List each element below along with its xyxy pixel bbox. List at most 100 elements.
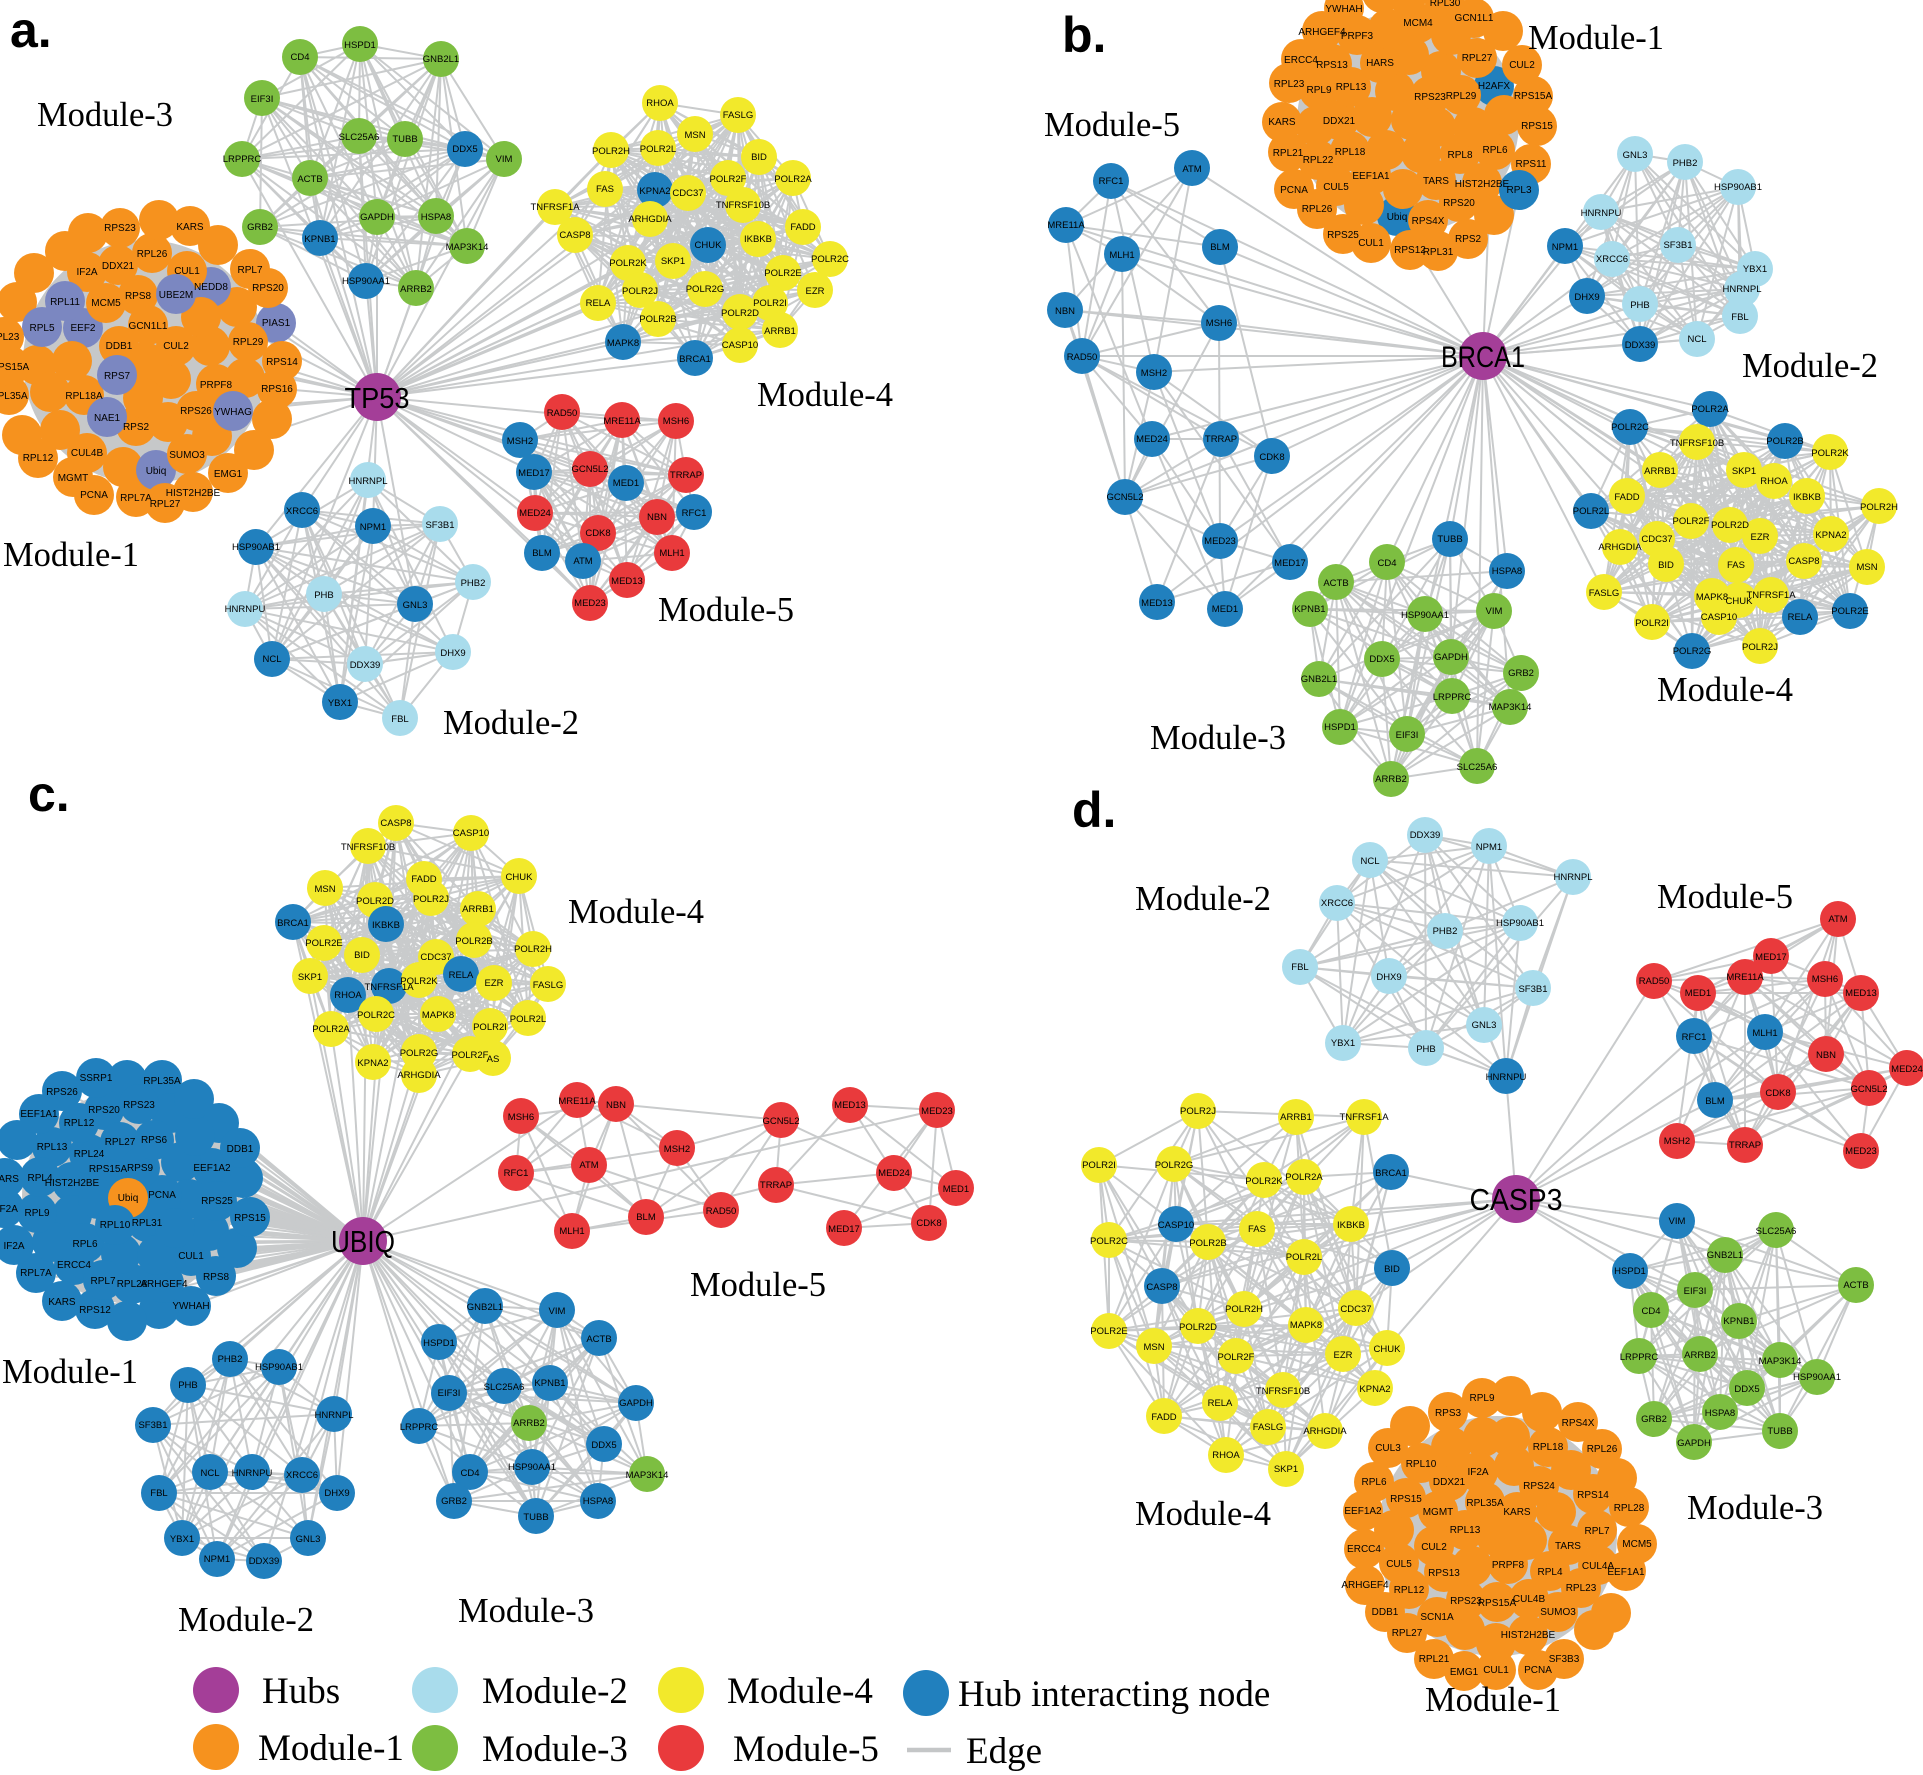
svg-text:CHUK: CHUK	[506, 872, 534, 883]
svg-text:RELA: RELA	[449, 970, 474, 981]
svg-text:SF3B1: SF3B1	[1663, 240, 1692, 251]
svg-text:FADD: FADD	[1614, 492, 1639, 503]
svg-text:MED23: MED23	[574, 598, 606, 609]
svg-text:EEF1A1: EEF1A1	[1607, 1567, 1645, 1578]
svg-text:Module-3: Module-3	[458, 1592, 594, 1630]
svg-text:RPL35A: RPL35A	[0, 391, 28, 402]
svg-text:DDX21: DDX21	[1323, 116, 1356, 127]
svg-text:GAPDH: GAPDH	[360, 212, 394, 223]
svg-text:RPL18: RPL18	[1533, 1442, 1564, 1453]
svg-text:TP53: TP53	[345, 383, 410, 415]
svg-text:GCN1L1: GCN1L1	[129, 321, 168, 332]
svg-text:CD4: CD4	[290, 52, 309, 63]
svg-text:POLR2C: POLR2C	[357, 1010, 395, 1021]
svg-text:BLM: BLM	[532, 548, 552, 559]
svg-text:TUBB: TUBB	[1767, 1426, 1792, 1437]
svg-text:CDK8: CDK8	[1765, 1088, 1790, 1099]
svg-text:POLR2E: POLR2E	[1831, 606, 1869, 617]
svg-text:DDX21: DDX21	[1433, 1477, 1466, 1488]
svg-text:RPS25: RPS25	[1327, 230, 1359, 241]
svg-text:CUL1: CUL1	[1483, 1665, 1509, 1676]
svg-text:CDC37: CDC37	[1340, 1304, 1371, 1315]
svg-text:RAD50: RAD50	[1067, 352, 1098, 363]
svg-text:EIF3I: EIF3I	[1684, 1286, 1707, 1297]
svg-text:POLR2A: POLR2A	[1691, 404, 1729, 415]
svg-text:FAS: FAS	[1727, 560, 1745, 571]
svg-text:MGMT: MGMT	[1423, 1507, 1454, 1518]
svg-text:MED23: MED23	[1845, 1146, 1877, 1157]
svg-text:CDC37: CDC37	[420, 952, 451, 963]
svg-text:RPL6: RPL6	[72, 1239, 97, 1250]
svg-text:HSPD1: HSPD1	[1324, 722, 1356, 733]
svg-text:RAD50: RAD50	[706, 1206, 737, 1217]
svg-text:CASP8: CASP8	[380, 818, 411, 829]
svg-text:BID: BID	[1658, 560, 1674, 571]
svg-text:POLR2C: POLR2C	[1090, 1236, 1128, 1247]
svg-text:RPL12: RPL12	[23, 453, 54, 464]
svg-text:LRPPRC: LRPPRC	[1620, 1352, 1659, 1363]
svg-text:DHX9: DHX9	[1574, 292, 1599, 303]
svg-text:ARHGDIA: ARHGDIA	[1598, 542, 1642, 553]
svg-text:Module-1: Module-1	[1425, 1681, 1561, 1719]
svg-text:CUL2: CUL2	[163, 341, 189, 352]
svg-text:RPS20: RPS20	[88, 1105, 120, 1116]
svg-text:MAPK8: MAPK8	[607, 338, 639, 349]
svg-text:Module-4: Module-4	[1135, 1495, 1271, 1533]
svg-text:MED13: MED13	[611, 576, 643, 587]
svg-text:RPL7A: RPL7A	[120, 493, 152, 504]
svg-text:Module-2: Module-2	[1135, 880, 1271, 918]
svg-text:BLM: BLM	[1705, 1096, 1725, 1107]
svg-text:b.: b.	[1062, 7, 1106, 63]
svg-text:EMG1: EMG1	[1450, 1667, 1479, 1678]
svg-text:POLR2C: POLR2C	[1611, 422, 1649, 433]
svg-text:RPL13: RPL13	[1336, 82, 1367, 93]
svg-text:DDB1: DDB1	[106, 341, 133, 352]
svg-text:RHOA: RHOA	[1760, 476, 1788, 487]
svg-text:IKBKB: IKBKB	[744, 234, 772, 245]
svg-text:PRPF8: PRPF8	[1492, 1560, 1525, 1571]
svg-text:CHUK: CHUK	[695, 240, 723, 251]
svg-text:NCL: NCL	[200, 1468, 219, 1479]
svg-text:CD4: CD4	[460, 1468, 479, 1479]
svg-text:POLR2A: POLR2A	[1285, 1172, 1323, 1183]
svg-text:ARHGEF4: ARHGEF4	[1298, 27, 1346, 38]
svg-text:RPL6: RPL6	[1482, 145, 1507, 156]
svg-text:POLR2D: POLR2D	[1711, 520, 1749, 531]
svg-text:SF3B1: SF3B1	[425, 520, 454, 531]
svg-text:EZR: EZR	[806, 286, 825, 297]
svg-text:MSH2: MSH2	[507, 436, 533, 447]
svg-text:HSP90AB1: HSP90AB1	[232, 542, 280, 553]
svg-text:RPS15A: RPS15A	[0, 362, 30, 373]
svg-text:CHUK: CHUK	[1726, 596, 1754, 607]
svg-text:CASP3: CASP3	[1470, 1182, 1563, 1217]
svg-text:RPS15A: RPS15A	[1478, 1598, 1517, 1609]
svg-text:RPL26: RPL26	[137, 249, 168, 260]
svg-text:RPL23: RPL23	[1566, 1583, 1597, 1594]
svg-text:HSPA8: HSPA8	[1705, 1408, 1735, 1419]
svg-text:Module-1: Module-1	[1528, 19, 1664, 57]
svg-text:YBX1: YBX1	[1743, 264, 1767, 275]
svg-text:HNRNPL: HNRNPL	[348, 476, 387, 487]
svg-text:POLR2D: POLR2D	[721, 308, 759, 319]
svg-text:XRCC6: XRCC6	[1321, 898, 1353, 909]
svg-text:RPS23: RPS23	[1450, 1596, 1482, 1607]
svg-text:KPNB1: KPNB1	[1723, 1316, 1754, 1327]
svg-text:DHX9: DHX9	[324, 1488, 349, 1499]
svg-text:GNL3: GNL3	[1623, 150, 1648, 161]
svg-text:RPS15: RPS15	[234, 1213, 266, 1224]
svg-text:EMG1: EMG1	[214, 469, 243, 480]
svg-text:PHB: PHB	[314, 590, 334, 601]
svg-text:RPL21: RPL21	[1273, 148, 1304, 159]
svg-text:MAP3K14: MAP3K14	[1759, 1356, 1802, 1367]
svg-text:GNB2L1: GNB2L1	[467, 1302, 503, 1313]
svg-text:RPL12: RPL12	[1394, 1585, 1425, 1596]
svg-text:KPNB1: KPNB1	[304, 234, 335, 245]
svg-text:HIST2H2BE: HIST2H2BE	[45, 1178, 100, 1189]
svg-text:MAPK8: MAPK8	[1696, 592, 1728, 603]
svg-text:PHB: PHB	[1630, 300, 1650, 311]
svg-text:RPS26: RPS26	[46, 1087, 78, 1098]
svg-text:GCN5L2: GCN5L2	[1851, 1084, 1888, 1095]
svg-text:RPS13: RPS13	[1428, 1568, 1460, 1579]
svg-text:RPS8: RPS8	[203, 1272, 230, 1283]
